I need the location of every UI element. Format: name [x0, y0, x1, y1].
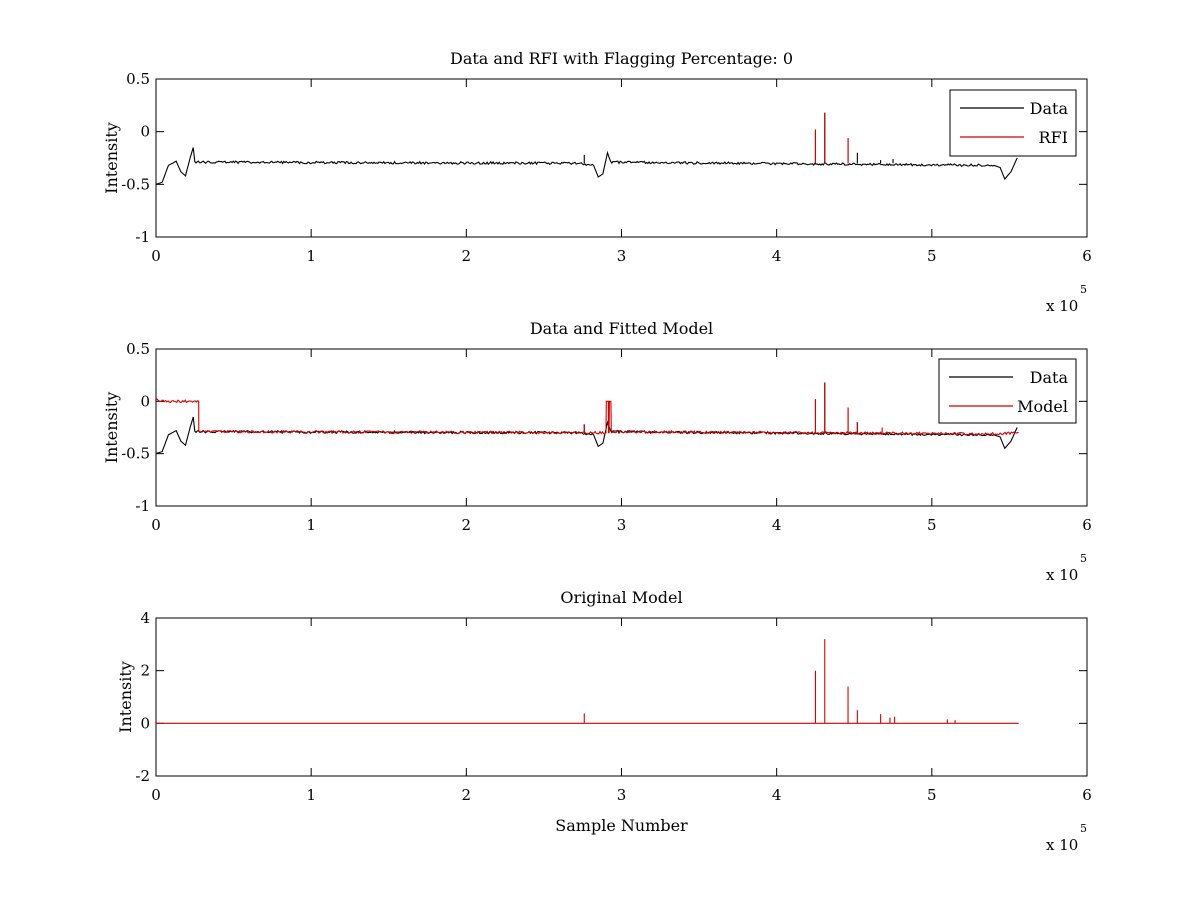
x-tick-label: 0	[151, 516, 161, 534]
y-axis-label: Intensity	[102, 392, 121, 464]
chart-title: Data and Fitted Model	[530, 319, 713, 338]
x-tick-label: 5	[927, 516, 937, 534]
x-tick-label: 3	[617, 516, 627, 534]
axes-frame	[155, 348, 1088, 507]
y-tick-label: 0	[140, 392, 150, 410]
x-tick-label: 5	[927, 247, 937, 265]
chart-title: Data and RFI with Flagging Percentage: 0	[450, 49, 793, 68]
legend-label-model: Model	[1017, 397, 1068, 416]
x-tick-label: 2	[462, 516, 472, 534]
legend-box	[938, 358, 1077, 424]
x-multiplier: x 10	[1046, 836, 1078, 854]
x-tick-label: 3	[617, 786, 627, 804]
x-tick-label: 1	[306, 516, 316, 534]
x-multiplier-exponent: 5	[1080, 822, 1087, 835]
x-multiplier: x 10	[1046, 297, 1078, 315]
x-multiplier-exponent: 5	[1080, 552, 1087, 565]
y-tick-label: -1	[135, 228, 150, 246]
x-tick-label: 4	[772, 786, 782, 804]
axes-frame	[155, 78, 1088, 238]
y-tick-label: 2	[140, 662, 150, 680]
x-multiplier: x 10	[1046, 566, 1078, 584]
plot-data-and-rfi: 0 1 2 3 4 5 6 0.5 0 -0.5 -1 Data and RFI with Flagg…	[102, 49, 1092, 315]
y-tick-label: -0.5	[121, 445, 150, 463]
plot-data-and-fitted-model: 0 1 2 3 4 5 6 0.5 0 -0.5 -1 Data and Fitted Model In…	[102, 319, 1092, 584]
y-tick-label: -2	[135, 767, 150, 785]
series-line-data	[156, 147, 1018, 185]
x-tick-label: 1	[306, 247, 316, 265]
y-axis-label: Intensity	[102, 122, 121, 194]
x-tick-label: 4	[772, 247, 782, 265]
plot-area	[156, 639, 1019, 724]
y-tick-label: 4	[140, 609, 150, 627]
legend-box	[949, 89, 1077, 157]
y-tick-label: 0.5	[126, 340, 150, 358]
legend-label-rfi: RFI	[1039, 128, 1068, 147]
chart-title: Original Model	[560, 588, 682, 607]
x-tick-label: 6	[1082, 516, 1092, 534]
y-tick-label: 0	[140, 123, 150, 141]
x-axis-label: Sample Number	[555, 816, 688, 835]
y-tick-label: -1	[135, 497, 150, 515]
axes-frame	[155, 617, 1088, 777]
plot-area	[156, 382, 1019, 455]
x-tick-label: 5	[927, 786, 937, 804]
x-tick-label: 2	[462, 247, 472, 265]
y-axis-label: Intensity	[116, 661, 135, 733]
x-tick-label: 0	[151, 247, 161, 265]
y-tick-label: -0.5	[121, 175, 150, 193]
y-tick-label: 0.5	[126, 70, 150, 88]
legend-label-data: Data	[1030, 368, 1069, 387]
x-tick-label: 2	[462, 786, 472, 804]
plot-area	[156, 112, 1018, 185]
x-tick-label: 6	[1082, 786, 1092, 804]
x-tick-label: 0	[151, 786, 161, 804]
y-tick-label: 0	[140, 714, 150, 732]
legend-label-data: Data	[1030, 99, 1069, 118]
x-multiplier-exponent: 5	[1080, 283, 1087, 296]
x-tick-label: 1	[306, 786, 316, 804]
x-tick-label: 6	[1082, 247, 1092, 265]
x-tick-label: 3	[617, 247, 627, 265]
x-tick-label: 4	[772, 516, 782, 534]
series-line-model	[156, 397, 1019, 436]
